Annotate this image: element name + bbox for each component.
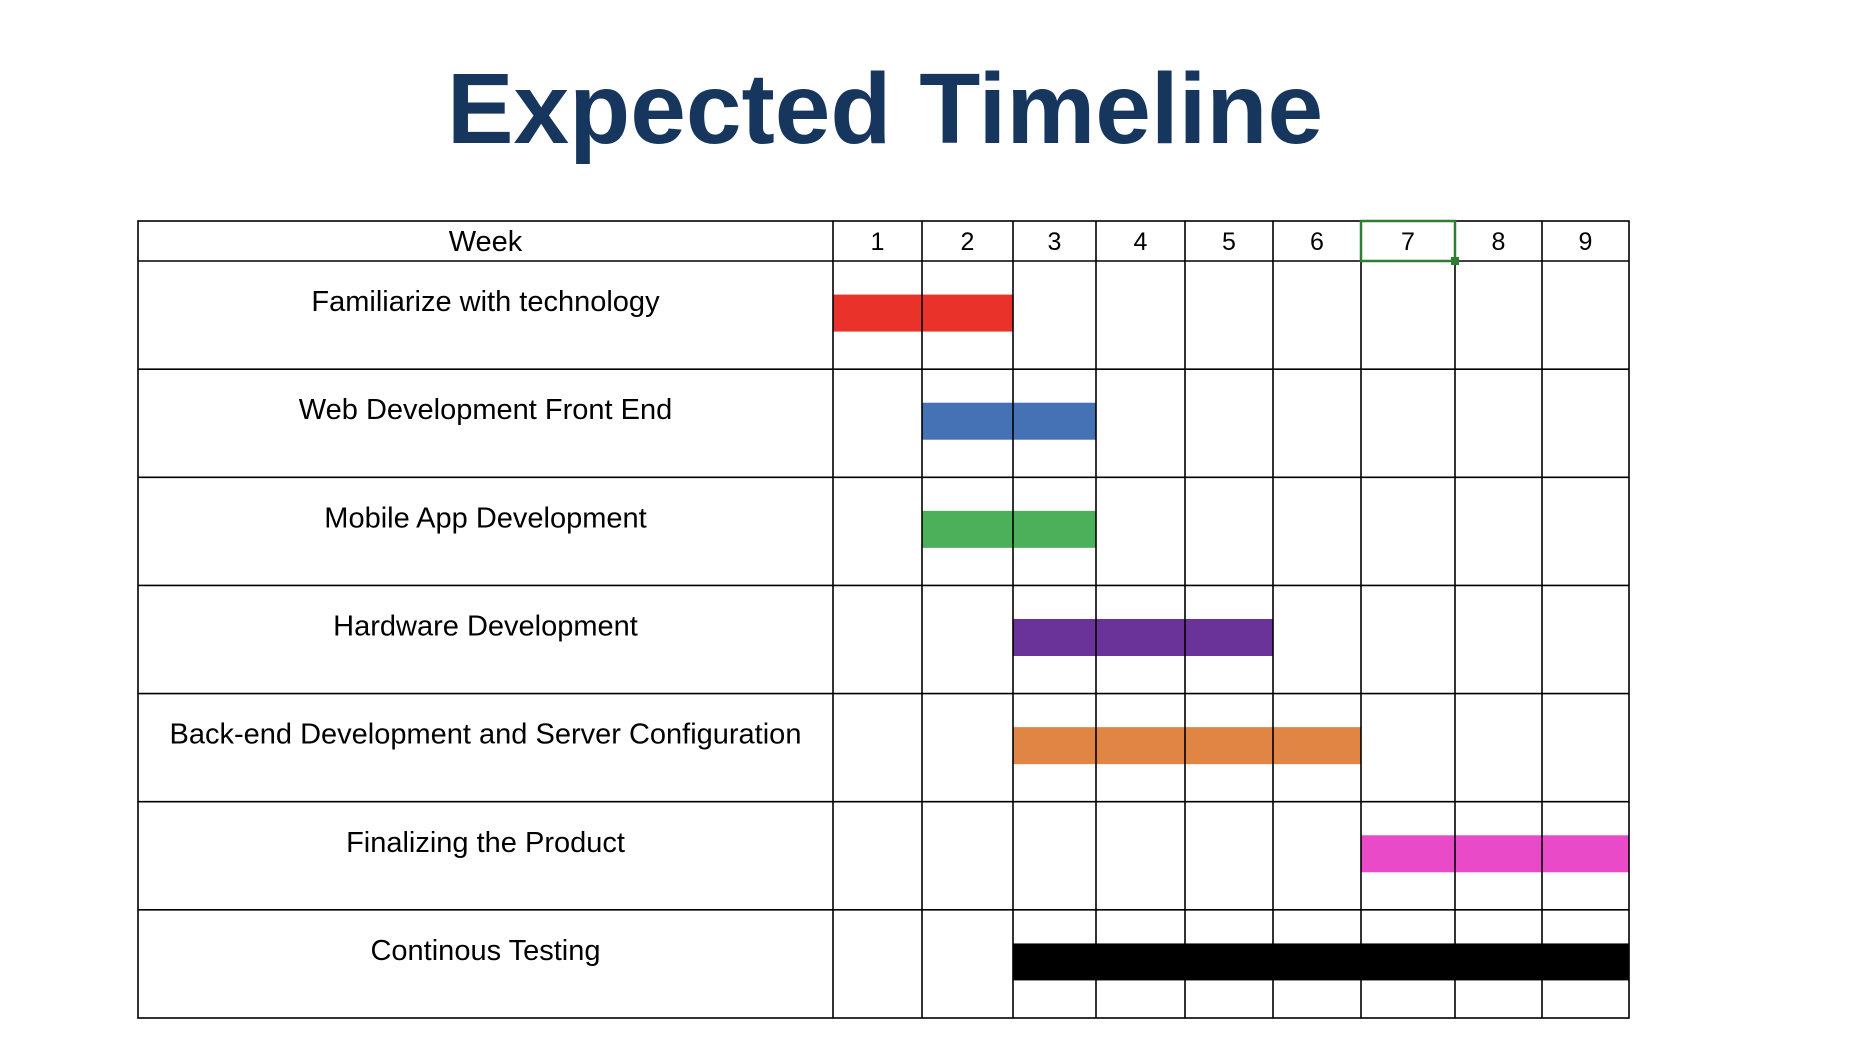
task-label: Mobile App Development [324,502,646,534]
week-number: 7 [1401,228,1415,256]
task-label: Finalizing the Product [346,827,625,859]
task-label: Web Development Front End [299,394,672,426]
task-bar [922,402,1096,440]
slide-title: Expected Timeline [446,53,1324,165]
task-bar [922,510,1096,548]
selected-cell-outline [1359,219,1457,263]
task-label: Continous Testing [370,935,600,967]
week-header-label: Week [449,226,523,258]
selected-cell [1359,219,1459,265]
week-number: 5 [1222,228,1236,256]
week-number: 4 [1134,228,1148,256]
task-label: Hardware Development [333,611,638,643]
task-label: Familiarize with technology [311,286,660,318]
header-row: Week 1 2 3 4 5 6 7 8 9 [449,226,1593,258]
task-bars [833,294,1629,981]
week-number: 1 [871,228,885,256]
task-bar [1013,619,1273,656]
task-bar [1361,835,1629,873]
task-bar [1013,943,1629,981]
task-bar [833,294,1013,332]
task-bar [1013,727,1361,765]
week-number: 3 [1048,228,1062,256]
selection-handle [1451,257,1459,265]
week-number: 9 [1579,228,1593,256]
week-number: 8 [1492,228,1506,256]
task-label: Back-end Development and Server Configur… [170,719,802,751]
task-labels: Familiarize with technology Web Developme… [170,286,802,967]
week-number: 6 [1310,228,1324,256]
week-number: 2 [961,228,975,256]
table-border [137,220,1630,1019]
